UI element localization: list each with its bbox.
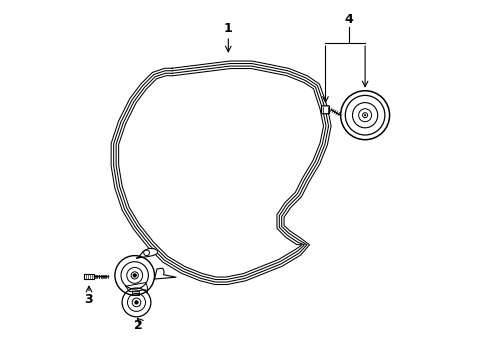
FancyBboxPatch shape	[321, 106, 329, 114]
Text: 4: 4	[344, 13, 352, 26]
Polygon shape	[136, 248, 158, 258]
Circle shape	[133, 274, 136, 277]
Circle shape	[135, 301, 138, 304]
Polygon shape	[125, 283, 147, 293]
Text: 1: 1	[224, 22, 232, 35]
Polygon shape	[84, 274, 94, 279]
Text: 3: 3	[84, 293, 93, 306]
Circle shape	[363, 114, 366, 116]
Polygon shape	[132, 291, 139, 295]
Polygon shape	[154, 268, 176, 279]
Text: 2: 2	[134, 319, 142, 332]
